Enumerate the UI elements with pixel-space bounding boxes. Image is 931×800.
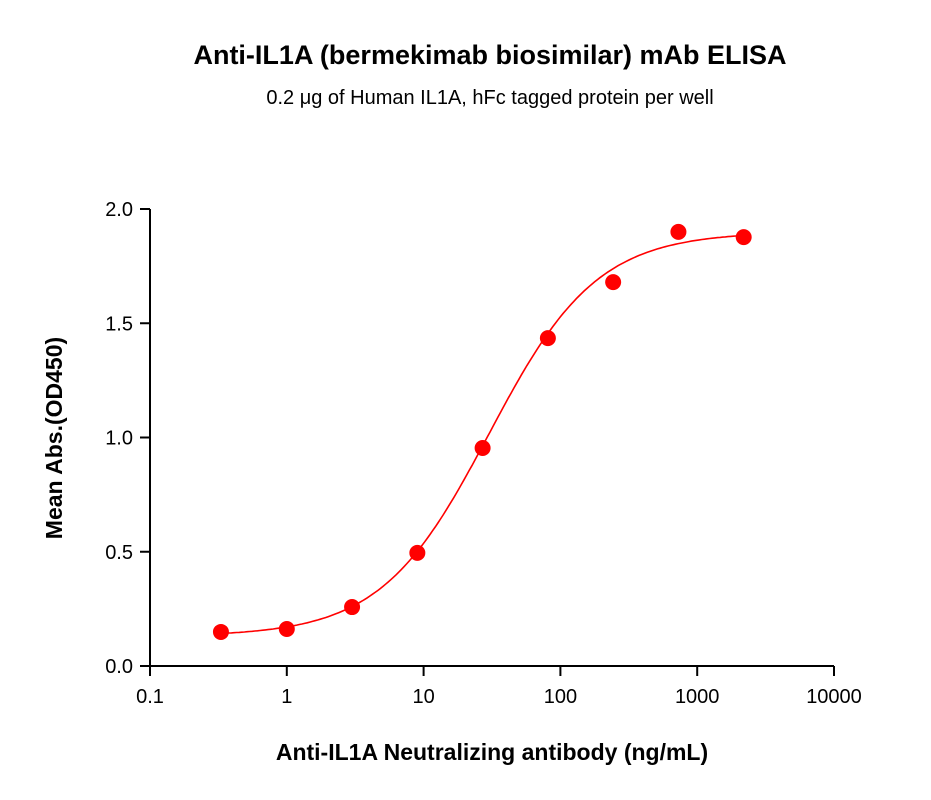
y-tick-label: 2.0 [105,199,133,221]
x-axis-label: Anti-IL1A Neutralizing antibody (ng/mL) [276,739,708,765]
data-points [212,223,752,640]
chart-title: Anti-IL1A (bermekimab biosimilar) mAb EL… [193,40,786,70]
x-tick-label: 1000 [675,686,720,708]
y-tick-label: 1.0 [105,428,133,450]
data-point [344,599,361,616]
chart-subtitle: 0.2 μg of Human IL1A, hFc tagged protein… [266,87,713,109]
data-point [409,544,426,561]
data-point [539,330,556,347]
x-tick-label: 10 [412,686,434,708]
y-tick-label: 1.5 [105,313,133,335]
x-tick-label: 1 [281,686,292,708]
y-tick-label: 0.0 [105,656,133,678]
y-tick-label: 0.5 [105,542,133,564]
x-tick-label: 100 [544,686,577,708]
data-point [278,620,295,637]
x-tick-label: 0.1 [136,686,164,708]
data-point [670,223,687,240]
data-point [474,440,491,457]
x-tick-label: 10000 [806,686,862,708]
fit-curve [220,234,744,635]
axes: 0.1 1 10 100 1000 10000 0.0 0.5 1.0 1.5 2.0 [105,199,862,708]
data-point [212,623,229,640]
data-point [735,229,752,246]
y-axis-label: Mean Abs.(OD450) [41,337,67,539]
data-point [605,274,622,291]
